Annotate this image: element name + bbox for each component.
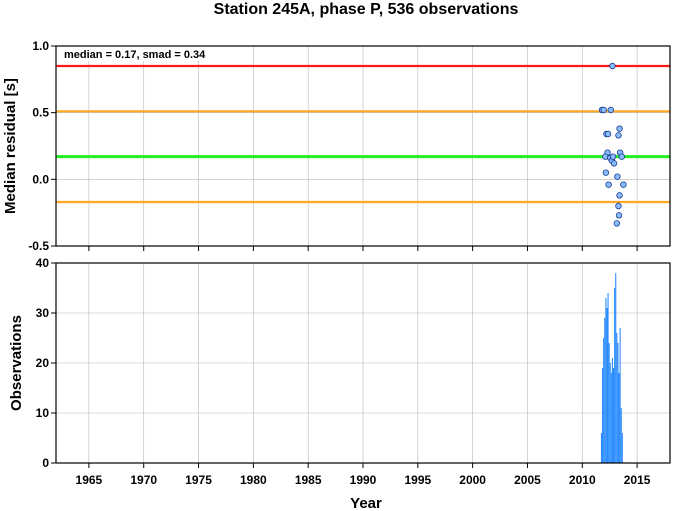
observation-bar (620, 408, 622, 463)
observations-y-axis-label: Observations (8, 315, 25, 411)
observation-bar (621, 433, 623, 463)
residual-point (615, 132, 622, 139)
residual-point (620, 181, 627, 188)
residual-point (615, 212, 623, 219)
residual-point (604, 130, 612, 138)
residual-point (616, 192, 623, 199)
residual-point (605, 181, 612, 188)
x-tick-label: 1985 (295, 473, 322, 487)
observation-bar (614, 288, 616, 463)
observation-bar (607, 293, 609, 463)
observation-bar (605, 298, 607, 463)
x-tick-label: 2015 (624, 473, 651, 487)
x-tick-label: 1980 (240, 473, 267, 487)
residual-point (610, 160, 618, 167)
observation-bar (618, 373, 620, 463)
observation-bar (610, 373, 612, 463)
residual-point (616, 125, 623, 132)
observation-bar (619, 328, 621, 463)
observation-bar (616, 333, 618, 463)
observation-bar (603, 338, 605, 463)
residual-y-tick-label: 0.0 (32, 172, 49, 186)
x-tick-label: 2000 (459, 473, 486, 487)
x-tick-label: 1970 (130, 473, 157, 487)
observation-bar (604, 318, 606, 463)
x-tick-label: 2010 (569, 473, 596, 487)
residual-y-tick-label: 0.5 (32, 106, 49, 120)
observation-bar (608, 343, 610, 463)
residual-point (614, 173, 621, 180)
observations-y-tick-label: 20 (36, 356, 50, 370)
x-axis-label: Year (350, 495, 382, 511)
residual-panel: 1.0 0.5 0.0 -0.5 median = 0.17, smad = 0.34… (2, 39, 671, 253)
residual-y-tick-label: 1.0 (32, 39, 49, 53)
residual-point (615, 202, 622, 210)
x-tick-label: 1990 (350, 473, 377, 487)
median-smad-annotation: median = 0.17, smad = 0.34 (64, 49, 206, 61)
observation-bar (615, 273, 617, 463)
observation-bar (611, 358, 613, 463)
residual-point (600, 106, 607, 114)
residual-y-tick-label: -0.5 (28, 239, 49, 253)
residual-y-axis-label: Median residual [s] (2, 78, 19, 214)
residual-point (602, 169, 610, 176)
observations-y-tick-label: 0 (42, 456, 49, 470)
residual-point (609, 62, 616, 70)
residual-point (607, 106, 614, 114)
observations-y-tick-label: 10 (36, 406, 50, 420)
observation-bar (612, 368, 615, 463)
observation-bar (609, 363, 611, 463)
observation-bar (617, 343, 619, 463)
x-tick-label: 1975 (185, 473, 212, 487)
observation-bar (602, 368, 604, 463)
x-tick-label: 2005 (514, 473, 541, 487)
observation-bar (600, 433, 603, 463)
residual-point (613, 220, 621, 227)
observation-bar (606, 308, 608, 463)
chart-title: Station 245A, phase P, 536 observations (214, 1, 519, 18)
observations-y-tick-label: 30 (36, 306, 50, 320)
residual-point (618, 153, 625, 160)
x-tick-label: 1995 (404, 473, 431, 487)
residual-point (609, 153, 617, 160)
annotation-background (60, 47, 228, 61)
observations-y-tick-label: 40 (36, 256, 50, 270)
x-tick-label: 1965 (76, 473, 103, 487)
